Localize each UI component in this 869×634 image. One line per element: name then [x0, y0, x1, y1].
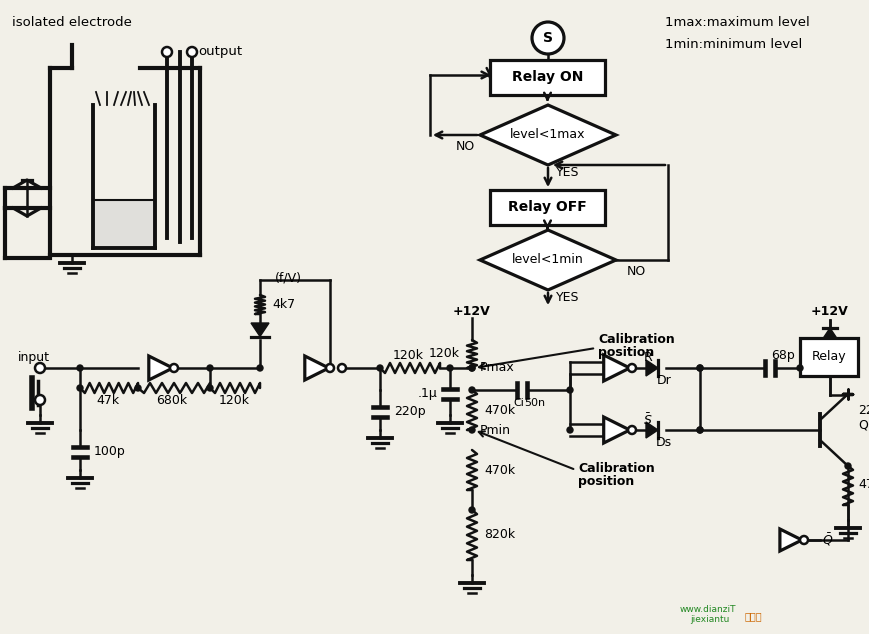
Text: 120k: 120k [392, 349, 423, 363]
Circle shape [844, 463, 850, 469]
Text: www.dianziT: www.dianziT [680, 605, 736, 614]
Text: 100p: 100p [94, 446, 126, 458]
Text: Pmax: Pmax [480, 361, 514, 375]
Text: S: S [542, 31, 553, 45]
Circle shape [169, 364, 178, 372]
Circle shape [696, 427, 702, 433]
Bar [489, 60, 604, 95]
Circle shape [207, 385, 213, 391]
Circle shape [338, 364, 346, 372]
Text: 470k: 470k [483, 403, 514, 417]
Polygon shape [480, 105, 615, 165]
Text: Calibration: Calibration [597, 333, 674, 347]
Polygon shape [822, 328, 836, 339]
Text: Ds: Ds [655, 436, 671, 448]
Polygon shape [251, 323, 269, 337]
Text: 4k7: 4k7 [272, 299, 295, 311]
Circle shape [135, 385, 141, 391]
Text: 68p: 68p [770, 349, 794, 363]
Text: jiexiantu: jiexiantu [689, 615, 728, 624]
Circle shape [627, 364, 635, 372]
Text: 220p: 220p [394, 406, 425, 418]
Circle shape [696, 427, 702, 433]
Text: NO: NO [454, 141, 474, 153]
Text: Ci: Ci [513, 398, 524, 408]
Text: 1min:minimum level: 1min:minimum level [664, 39, 801, 51]
Text: .1μ: .1μ [417, 387, 436, 401]
Text: input: input [18, 351, 50, 365]
Text: isolated electrode: isolated electrode [12, 15, 132, 29]
Text: $\bar{Q}$: $\bar{Q}$ [821, 532, 833, 548]
Text: Relay: Relay [811, 351, 846, 363]
Polygon shape [603, 355, 629, 381]
Text: YES: YES [555, 167, 579, 179]
Text: position: position [597, 347, 653, 359]
Text: 470k: 470k [483, 463, 514, 477]
Polygon shape [603, 417, 629, 443]
Circle shape [376, 365, 382, 371]
Text: level<1min: level<1min [512, 254, 583, 266]
Circle shape [468, 387, 474, 393]
Bar [94, 200, 155, 248]
Circle shape [35, 395, 45, 405]
Circle shape [256, 365, 262, 371]
Polygon shape [646, 360, 657, 376]
Text: 1max:maximum level: 1max:maximum level [664, 15, 809, 29]
Circle shape [326, 364, 334, 372]
Text: Relay ON: Relay ON [511, 70, 582, 84]
Text: Pmin: Pmin [480, 424, 510, 436]
Polygon shape [149, 356, 173, 380]
Text: +12V: +12V [453, 306, 490, 318]
Text: (f/V): (f/V) [275, 271, 302, 285]
Text: 120k: 120k [428, 347, 460, 361]
Text: 47k: 47k [96, 394, 119, 406]
Polygon shape [779, 529, 801, 551]
Circle shape [796, 365, 802, 371]
Text: 680k: 680k [156, 394, 188, 406]
Text: Q: Q [857, 418, 867, 432]
Bar [799, 338, 857, 376]
Circle shape [567, 387, 573, 393]
Text: +12V: +12V [810, 306, 848, 318]
Text: output: output [198, 46, 242, 58]
Polygon shape [480, 230, 615, 290]
Circle shape [447, 365, 453, 371]
Text: 120k: 120k [218, 394, 249, 406]
Text: YES: YES [555, 292, 579, 304]
Text: R: R [643, 351, 652, 365]
Polygon shape [646, 422, 657, 438]
Circle shape [468, 365, 474, 371]
Circle shape [327, 365, 333, 371]
Circle shape [77, 365, 83, 371]
Circle shape [567, 427, 573, 433]
Circle shape [627, 426, 635, 434]
Circle shape [187, 47, 196, 57]
Circle shape [468, 507, 474, 513]
Text: NO: NO [626, 266, 645, 278]
Circle shape [696, 365, 702, 371]
Text: Relay OFF: Relay OFF [507, 200, 587, 214]
Text: Calibration: Calibration [577, 462, 654, 474]
Circle shape [207, 365, 213, 371]
Circle shape [162, 47, 172, 57]
Text: 电子图: 电子图 [744, 611, 762, 621]
Polygon shape [304, 356, 328, 380]
Text: position: position [577, 474, 634, 488]
Circle shape [77, 385, 83, 391]
Circle shape [696, 365, 702, 371]
Text: level<1max: level<1max [509, 129, 585, 141]
Text: 50n: 50n [524, 398, 545, 408]
Circle shape [468, 427, 474, 433]
Text: 22k: 22k [857, 403, 869, 417]
Text: 820k: 820k [483, 529, 514, 541]
Circle shape [35, 363, 45, 373]
Circle shape [468, 365, 474, 371]
Circle shape [799, 536, 807, 544]
Text: 47k: 47k [857, 479, 869, 491]
Text: $\bar{S}$: $\bar{S}$ [642, 412, 652, 428]
Bar [489, 190, 604, 225]
Text: Dr: Dr [656, 373, 671, 387]
Circle shape [531, 22, 563, 54]
